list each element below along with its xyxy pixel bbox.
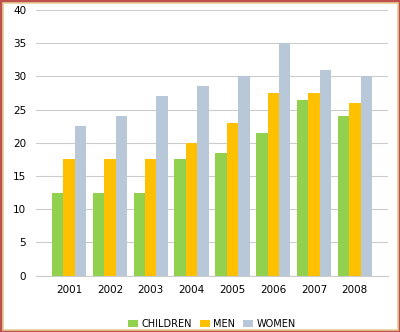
Bar <box>238 76 250 276</box>
Bar <box>349 103 360 276</box>
Bar <box>174 159 186 276</box>
Bar <box>338 116 349 276</box>
Bar <box>268 93 279 276</box>
Bar <box>145 159 156 276</box>
Bar <box>186 143 197 276</box>
Bar <box>308 93 320 276</box>
Bar <box>360 76 372 276</box>
Bar <box>134 193 145 276</box>
Bar <box>156 96 168 276</box>
Bar <box>104 159 116 276</box>
Bar <box>320 70 331 276</box>
Bar <box>64 159 75 276</box>
Bar <box>116 116 127 276</box>
Bar <box>297 100 308 276</box>
Legend: CHILDREN, MEN, WOMEN: CHILDREN, MEN, WOMEN <box>124 315 300 332</box>
Bar <box>256 133 268 276</box>
Bar <box>52 193 64 276</box>
Bar <box>93 193 104 276</box>
Bar <box>215 153 227 276</box>
Bar <box>197 86 209 276</box>
Bar <box>227 123 238 276</box>
Bar <box>75 126 86 276</box>
Bar <box>279 43 290 276</box>
